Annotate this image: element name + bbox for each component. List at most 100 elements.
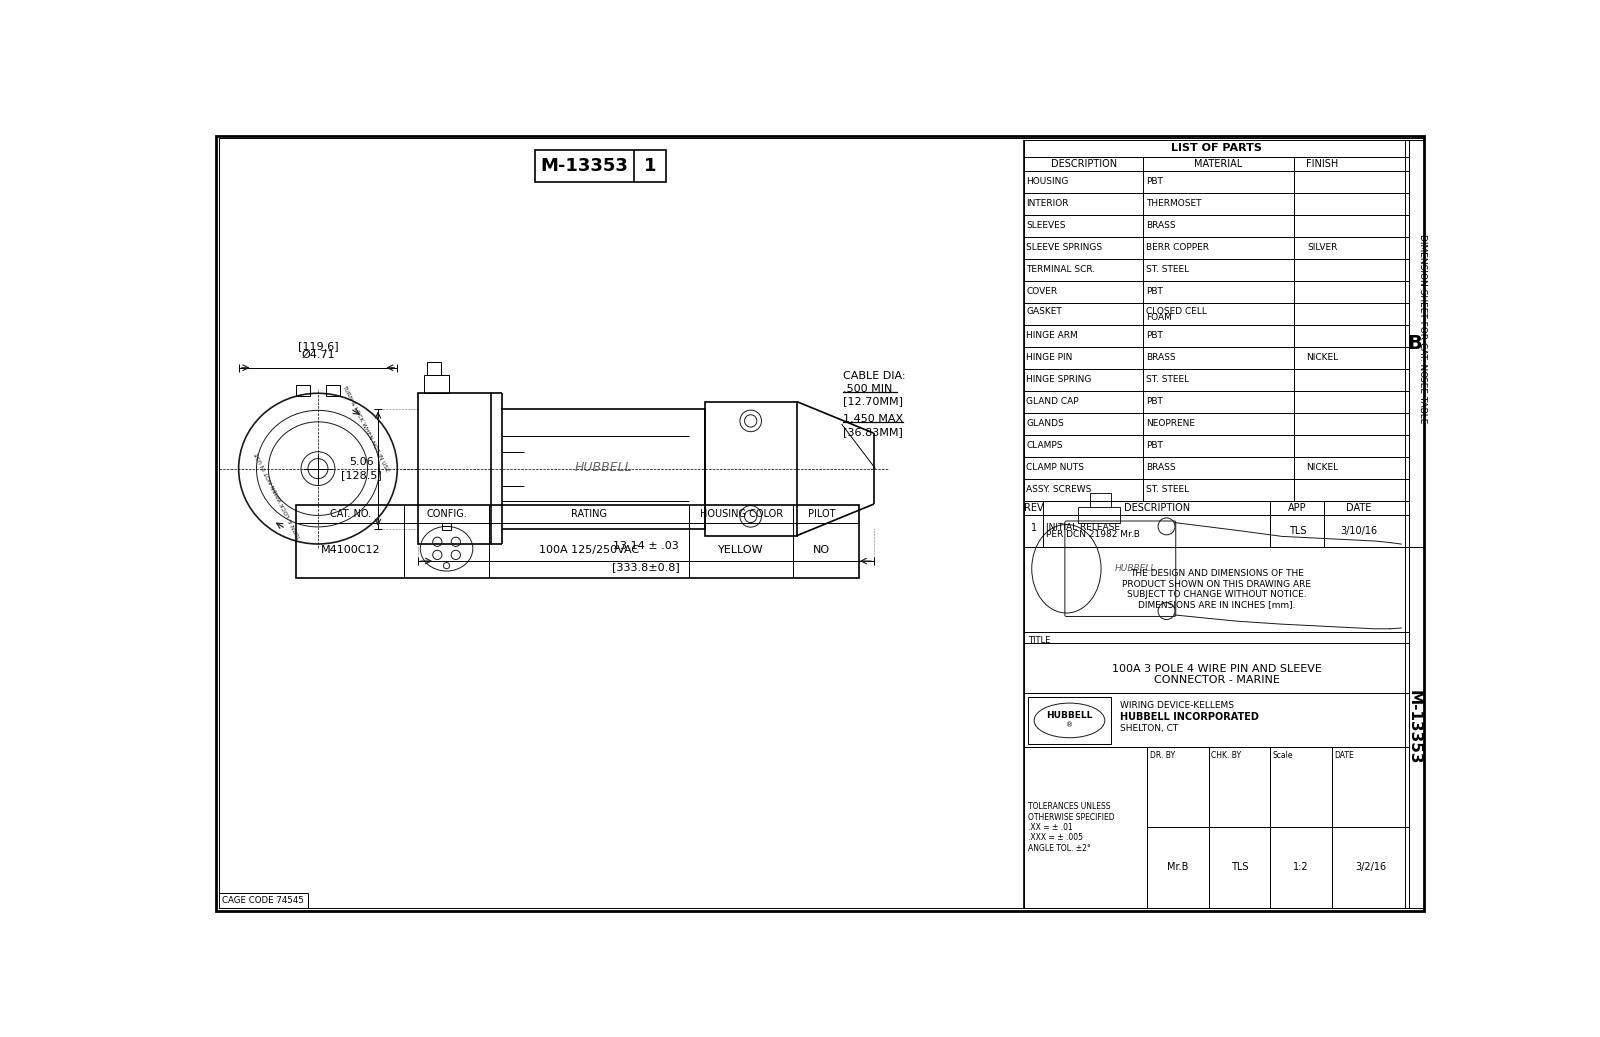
Text: [128.5]: [128.5] [341,470,381,480]
Text: ®: ® [1066,722,1074,728]
Text: [12.70MM]: [12.70MM] [843,396,902,405]
Text: 1.450 MAX: 1.450 MAX [843,415,904,424]
Text: NEOPRENE: NEOPRENE [1146,419,1195,428]
Text: PBT: PBT [1146,177,1163,187]
Bar [1078,507,1120,523]
Text: PER DCN 21982 Mr.B: PER DCN 21982 Mr.B [1046,530,1139,539]
Text: [333.8±0.8]: [333.8±0.8] [613,562,680,572]
Text: Ø4.71: Ø4.71 [301,351,334,360]
Text: PBT: PBT [1146,442,1163,450]
Bar [1024,632,1410,694]
Text: YELLOW: YELLOW [718,545,763,555]
Bar [534,150,666,183]
Text: ST. STEEL: ST. STEEL [1146,375,1189,385]
Text: TERMINAL SCR.: TERMINAL SCR. [1026,265,1096,274]
Text: 1:2: 1:2 [1293,863,1309,872]
Bar [1090,494,1110,507]
Text: NICKEL: NICKEL [1306,464,1339,473]
Text: M-13353: M-13353 [541,157,629,175]
Text: GLAND CAP: GLAND CAP [1026,397,1078,407]
Text: TOLERANCES UNLESS
OTHERWISE SPECIFIED
.XX = ± .01
.XXX = ± .005
ANGLE TOL. ±2°: TOLERANCES UNLESS OTHERWISE SPECIFIED .X… [1027,803,1115,852]
Text: 3/2/16: 3/2/16 [1355,863,1386,872]
Text: INITIAL RELEASE: INITIAL RELEASE [1046,524,1120,532]
Text: HUBBELL INCORPORATED: HUBBELL INCORPORATED [1120,711,1259,722]
Text: TLS: TLS [1288,526,1306,536]
Text: PBT: PBT [1146,287,1163,297]
Text: 100A 125/250VAC: 100A 125/250VAC [539,545,638,555]
Text: M4100C12: M4100C12 [320,545,381,555]
Bar [424,374,450,393]
Text: NO: NO [813,545,830,555]
Text: PBT: PBT [1146,397,1163,407]
Text: CONNECTOR - MARINE: CONNECTOR - MARINE [1154,675,1280,684]
Text: HUBBELL: HUBBELL [1046,711,1093,721]
Text: GASKET: GASKET [1026,307,1062,316]
Text: CAT. NO.: CAT. NO. [330,509,371,518]
Text: COVER: COVER [1026,287,1058,297]
Text: FOAM: FOAM [1146,313,1171,323]
Text: M-13353: M-13353 [1406,690,1422,764]
Text: ST. STEEL: ST. STEEL [1146,265,1189,274]
Text: INTERIOR: INTERIOR [1026,199,1069,208]
Text: HOUSING: HOUSING [1026,177,1069,187]
Text: CLAMPS: CLAMPS [1026,442,1062,450]
Text: Mr.B: Mr.B [1168,863,1189,872]
Text: B: B [1406,334,1422,354]
Text: ASSY. SCREWS: ASSY. SCREWS [1026,485,1091,495]
Text: DIMENSION SHEET FOR CAT. NO.: DIMENSION SHEET FOR CAT. NO. [1419,234,1427,380]
Text: PBT: PBT [1146,331,1163,340]
Bar [1024,501,1410,548]
Bar [296,505,859,578]
Text: BRASS: BRASS [1146,464,1176,473]
Text: HUBBELL: HUBBELL [574,460,632,474]
Text: TITLE: TITLE [1027,636,1050,645]
Bar [219,893,307,907]
Bar [1024,140,1410,501]
Text: [119.6]: [119.6] [298,341,338,352]
Text: SILVER: SILVER [1307,244,1338,252]
Text: [36.83MM]: [36.83MM] [843,426,902,437]
Text: LIST OF PARTS: LIST OF PARTS [1171,143,1262,153]
Text: DESCRIPTION: DESCRIPTION [1051,159,1117,169]
Text: CAGE CODE 74545: CAGE CODE 74545 [222,896,304,905]
Text: 100A 3 POLE 4 WIRE PIN AND SLEEVE: 100A 3 POLE 4 WIRE PIN AND SLEEVE [1112,664,1322,674]
Text: SLEEVE SPRINGS: SLEEVE SPRINGS [1026,244,1102,252]
Bar [704,401,797,536]
Text: Scale: Scale [1272,751,1293,760]
Text: HUBBELL: HUBBELL [1115,564,1157,573]
Text: DR. BY: DR. BY [1149,751,1174,760]
Text: GLANDS: GLANDS [1026,419,1064,428]
Bar [326,386,339,396]
Bar [1024,748,1410,907]
Bar [296,386,310,396]
Text: 1: 1 [1030,523,1037,533]
Text: DATE: DATE [1334,751,1354,760]
Bar [442,524,451,530]
Text: HINGE PIN: HINGE PIN [1026,354,1072,362]
Text: HINGE SPRING: HINGE SPRING [1026,375,1091,385]
Text: SHELTON, CT: SHELTON, CT [1120,724,1179,732]
Bar [1024,694,1410,748]
Text: 13.14 ± .03: 13.14 ± .03 [613,541,678,551]
Text: CONFIG.: CONFIG. [426,509,467,518]
Text: BERR COPPER: BERR COPPER [1146,244,1208,252]
Text: PILOT: PILOT [808,509,835,518]
Text: TURN & LOCK WHEN NOT IN USE: TURN & LOCK WHEN NOT IN USE [254,451,304,540]
Text: SEE TABLE: SEE TABLE [1419,375,1427,423]
Text: HINGE ARM: HINGE ARM [1026,331,1078,340]
Text: ST. STEEL: ST. STEEL [1146,485,1189,495]
Text: DESCRIPTION: DESCRIPTION [1123,503,1190,513]
Bar [1405,140,1424,548]
Text: SLEEVES: SLEEVES [1026,221,1066,230]
Text: FINISH: FINISH [1306,159,1339,169]
Text: .500 MIN: .500 MIN [843,384,893,394]
Bar [1405,548,1424,907]
Text: CLAMP NUTS: CLAMP NUTS [1026,464,1085,473]
Text: 1: 1 [643,157,656,175]
Text: CLOSED CELL: CLOSED CELL [1146,307,1206,316]
Text: NICKEL: NICKEL [1306,354,1339,362]
Bar [1024,548,1410,632]
Bar [502,409,704,529]
Text: HOUSING COLOR: HOUSING COLOR [699,509,782,518]
Text: TLS: TLS [1230,863,1248,872]
